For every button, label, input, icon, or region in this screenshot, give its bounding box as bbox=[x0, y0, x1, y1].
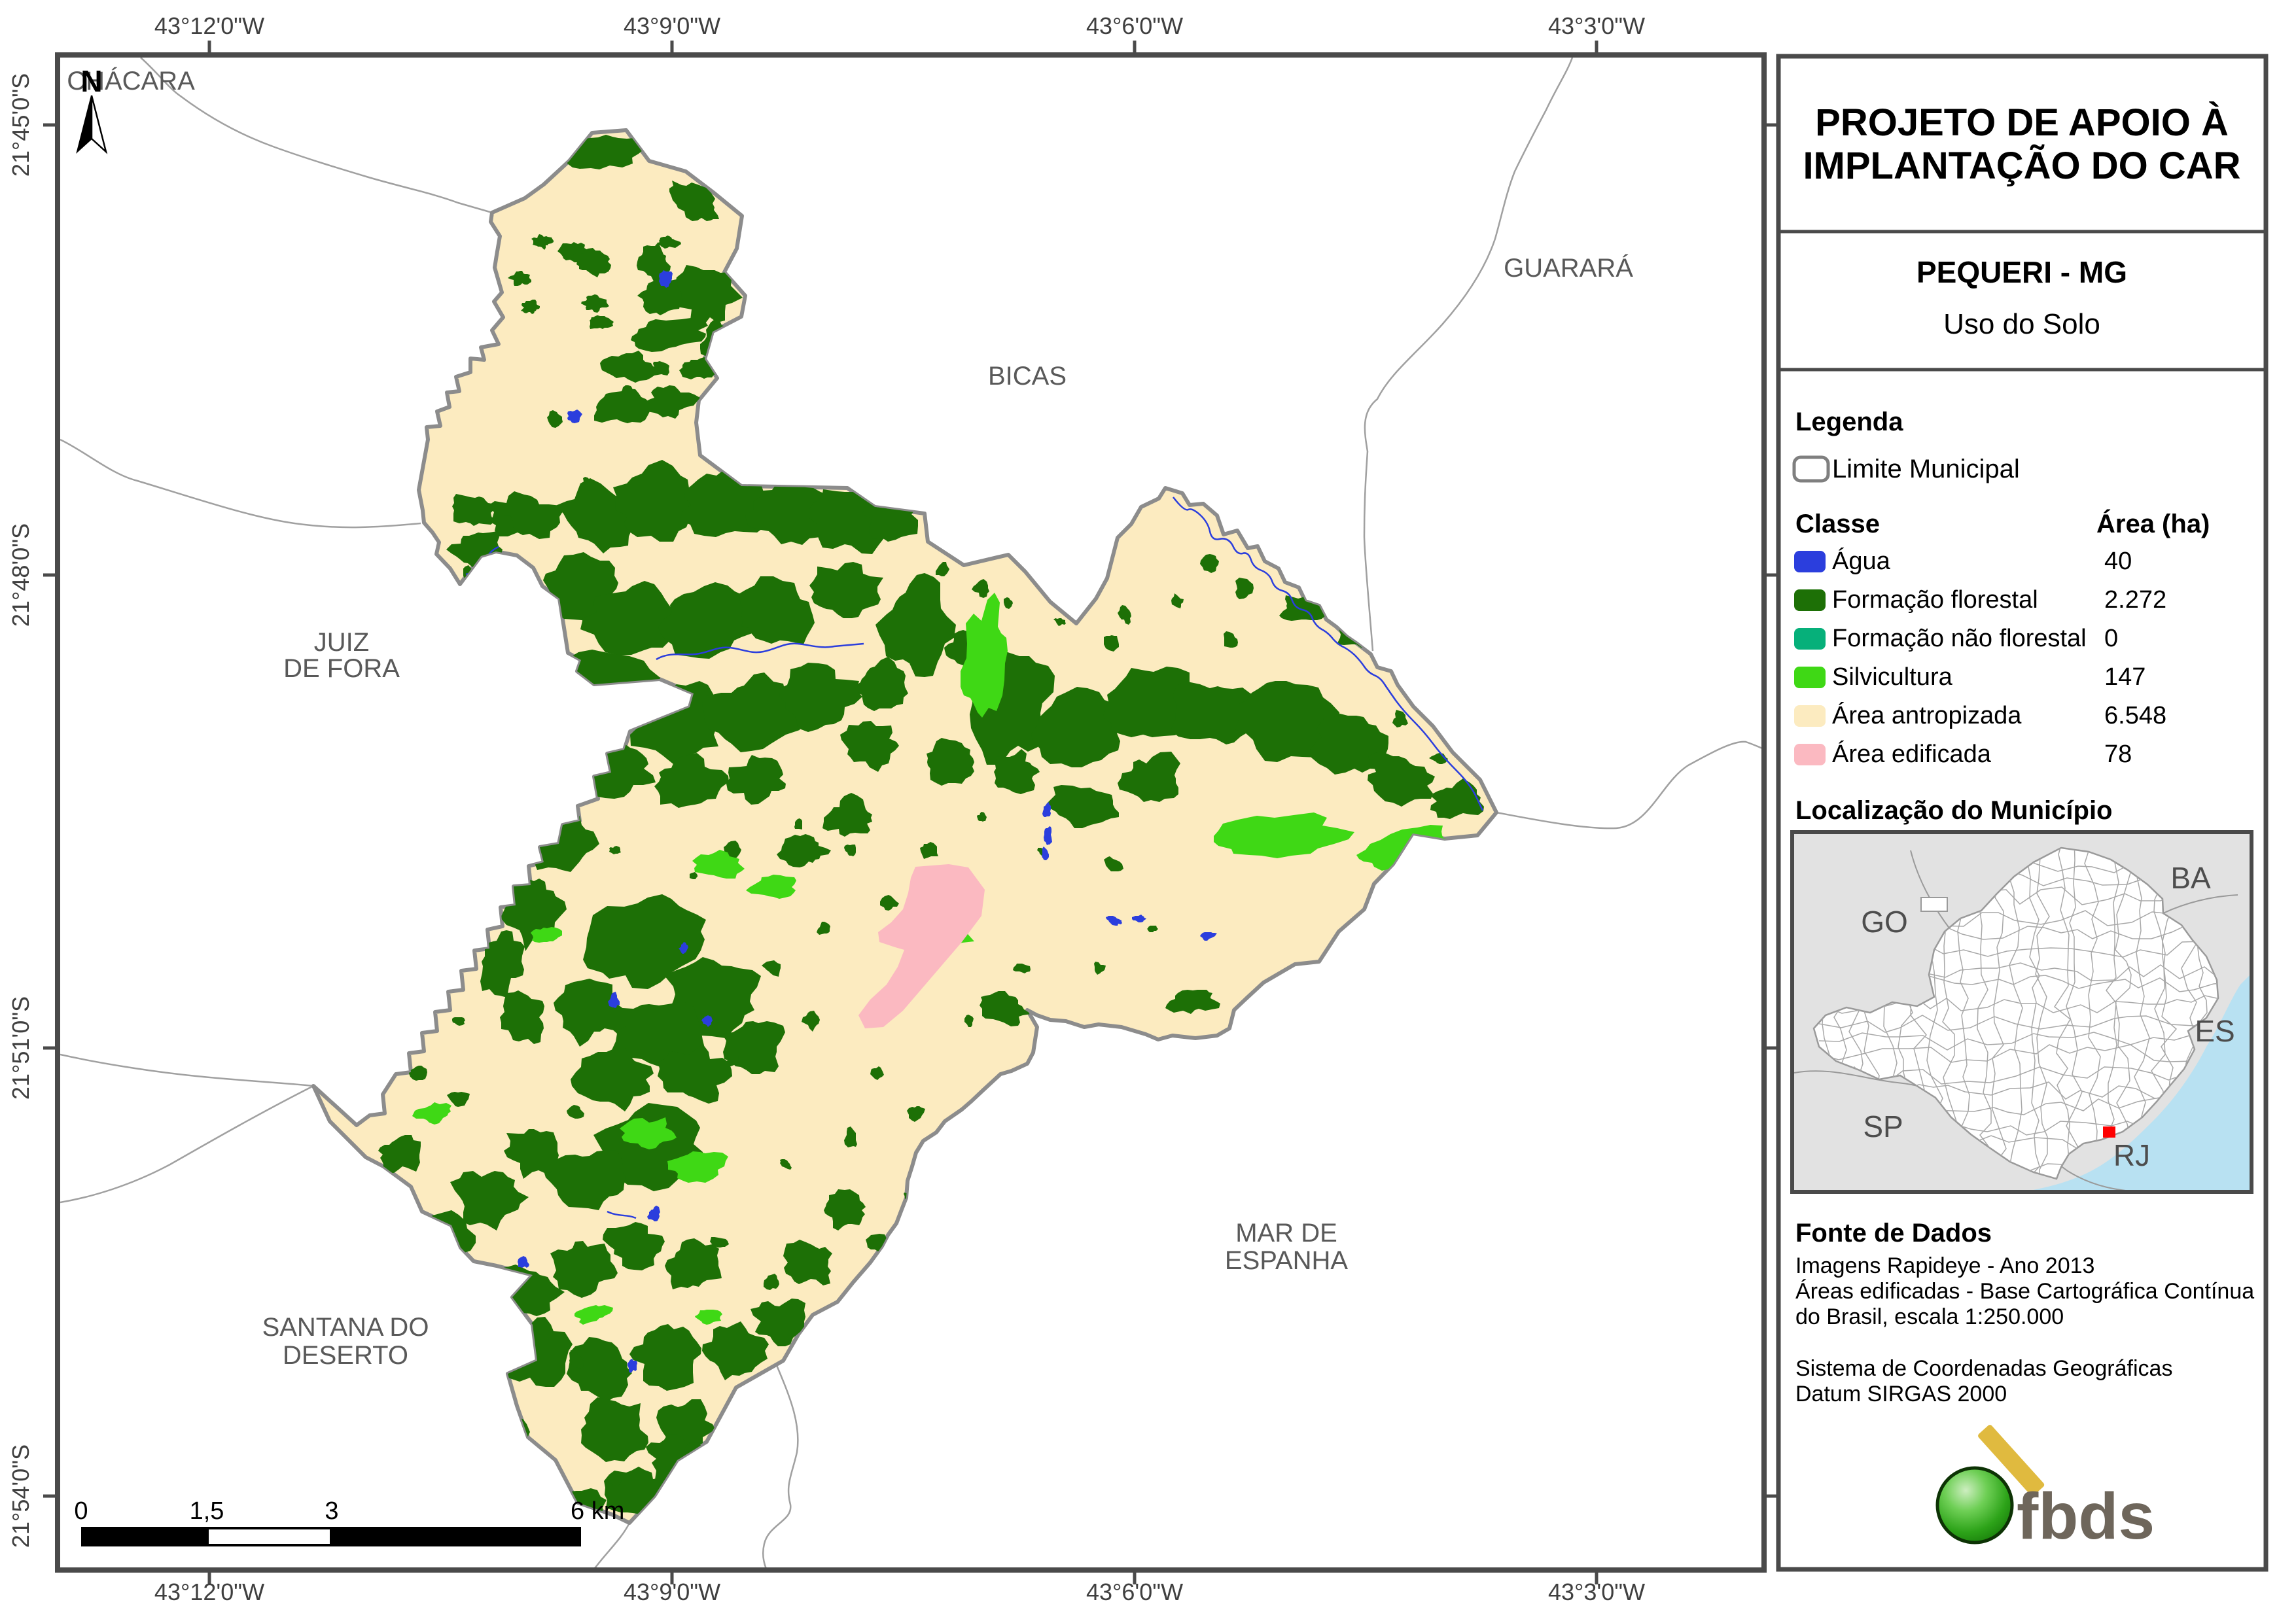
svg-text:do Brasil, escala 1:250.000: do Brasil, escala 1:250.000 bbox=[1795, 1304, 2064, 1329]
svg-text:Área antropizada: Área antropizada bbox=[1832, 701, 2022, 729]
svg-text:SP: SP bbox=[1863, 1109, 1903, 1143]
svg-text:SANTANA DO: SANTANA DO bbox=[262, 1313, 429, 1342]
svg-text:Água: Água bbox=[1832, 547, 1891, 575]
svg-text:Formação florestal: Formação florestal bbox=[1832, 586, 2038, 614]
svg-text:40: 40 bbox=[2104, 548, 2132, 575]
svg-text:21°51'0"S: 21°51'0"S bbox=[7, 996, 34, 1100]
svg-text:43°12'0"W: 43°12'0"W bbox=[154, 12, 264, 39]
svg-text:0: 0 bbox=[2104, 625, 2118, 652]
svg-text:BA: BA bbox=[2170, 861, 2211, 895]
svg-text:6.548: 6.548 bbox=[2104, 702, 2166, 729]
svg-text:Fonte de Dados: Fonte de Dados bbox=[1795, 1219, 1992, 1248]
svg-text:Imagens Rapideye - Ano 2013: Imagens Rapideye - Ano 2013 bbox=[1795, 1253, 2094, 1278]
svg-text:Legenda: Legenda bbox=[1795, 408, 1903, 436]
svg-text:DE FORA: DE FORA bbox=[283, 654, 400, 683]
svg-text:147: 147 bbox=[2104, 663, 2146, 691]
svg-text:78: 78 bbox=[2104, 741, 2132, 768]
svg-text:MAR DE: MAR DE bbox=[1235, 1219, 1337, 1248]
svg-text:21°45'0"S: 21°45'0"S bbox=[7, 73, 34, 177]
svg-text:GUARARÁ: GUARARÁ bbox=[1504, 253, 1633, 283]
svg-text:Uso do Solo: Uso do Solo bbox=[1943, 308, 2100, 340]
svg-text:DESERTO: DESERTO bbox=[283, 1341, 408, 1370]
svg-text:RJ: RJ bbox=[2113, 1138, 2150, 1172]
svg-text:CHÁCARA: CHÁCARA bbox=[67, 66, 195, 96]
svg-text:21°48'0"S: 21°48'0"S bbox=[7, 523, 34, 627]
svg-text:43°3'0"W: 43°3'0"W bbox=[1548, 1579, 1645, 1605]
svg-text:43°3'0"W: 43°3'0"W bbox=[1548, 12, 1645, 39]
svg-text:IMPLANTAÇÃO DO CAR: IMPLANTAÇÃO DO CAR bbox=[1803, 145, 2240, 187]
svg-text:Limite Municipal: Limite Municipal bbox=[1832, 455, 2020, 483]
svg-text:ESPANHA: ESPANHA bbox=[1225, 1246, 1349, 1275]
svg-text:1,5: 1,5 bbox=[190, 1497, 224, 1525]
svg-text:BICAS: BICAS bbox=[988, 362, 1067, 391]
svg-text:PROJETO DE APOIO À: PROJETO DE APOIO À bbox=[1815, 101, 2229, 144]
svg-text:Formação não florestal: Formação não florestal bbox=[1832, 625, 2087, 652]
svg-text:2.272: 2.272 bbox=[2104, 586, 2166, 614]
svg-text:Datum SIRGAS 2000: Datum SIRGAS 2000 bbox=[1795, 1382, 2007, 1406]
svg-text:0: 0 bbox=[74, 1497, 88, 1525]
svg-text:43°9'0"W: 43°9'0"W bbox=[624, 1579, 720, 1605]
svg-text:ES: ES bbox=[2195, 1014, 2234, 1048]
svg-text:43°9'0"W: 43°9'0"W bbox=[624, 12, 720, 39]
svg-text:21°54'0"S: 21°54'0"S bbox=[7, 1444, 34, 1548]
svg-text:N: N bbox=[80, 64, 102, 98]
svg-text:6 km: 6 km bbox=[571, 1497, 624, 1525]
svg-text:Silvicultura: Silvicultura bbox=[1832, 663, 1953, 691]
svg-text:Sistema de Coordenadas Geográf: Sistema de Coordenadas Geográficas bbox=[1795, 1356, 2172, 1381]
svg-text:PEQUERI - MG: PEQUERI - MG bbox=[1916, 255, 2127, 289]
svg-text:JUIZ: JUIZ bbox=[314, 628, 369, 657]
svg-text:43°6'0"W: 43°6'0"W bbox=[1086, 1579, 1183, 1605]
svg-text:Áreas edificadas - Base Cartog: Áreas edificadas - Base Cartográfica Con… bbox=[1795, 1279, 2254, 1304]
svg-text:Classe: Classe bbox=[1795, 510, 1880, 538]
svg-text:Área (ha): Área (ha) bbox=[2096, 509, 2210, 538]
svg-text:Área edificada: Área edificada bbox=[1832, 740, 1992, 768]
svg-text:3: 3 bbox=[325, 1497, 338, 1525]
svg-text:Localização do Município: Localização do Município bbox=[1795, 796, 2113, 825]
svg-text:43°6'0"W: 43°6'0"W bbox=[1086, 12, 1183, 39]
svg-text:fbds: fbds bbox=[2017, 1480, 2155, 1553]
svg-text:43°12'0"W: 43°12'0"W bbox=[154, 1579, 264, 1605]
svg-text:GO: GO bbox=[1861, 905, 1908, 939]
